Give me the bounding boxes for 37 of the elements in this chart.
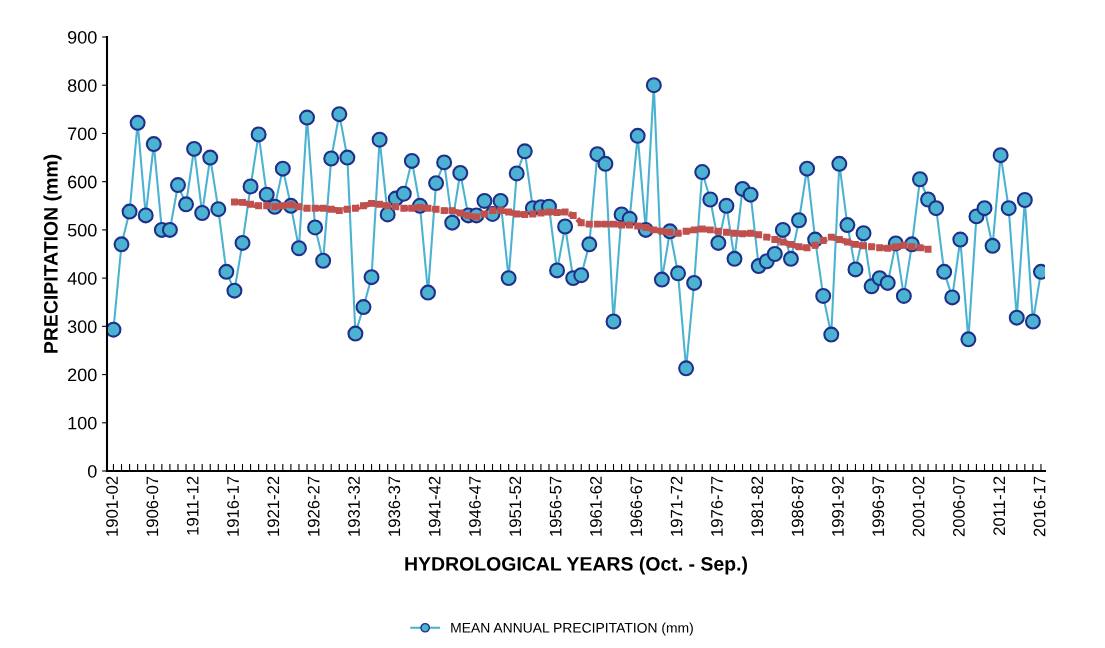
y-tick-label: 600 bbox=[68, 175, 97, 189]
x-tick-label: 1946-47 bbox=[469, 476, 481, 536]
y-tick-label: 300 bbox=[67, 320, 97, 334]
y-tick-label: 700 bbox=[68, 127, 97, 141]
x-tick-label: 1906-07 bbox=[146, 476, 159, 536]
x-tick-label: 1916-17 bbox=[227, 476, 239, 536]
x-tick-label: 1951-52 bbox=[509, 476, 522, 536]
x-tick-label: 1976-77 bbox=[711, 476, 723, 536]
y-tick-label: 200 bbox=[68, 368, 97, 382]
x-tick-label: 2011-12 bbox=[993, 476, 1006, 535]
x-tick-label: 2016-17 bbox=[1033, 476, 1046, 537]
x-tick-label: 1971-72 bbox=[670, 476, 683, 536]
y-tick-label: 900 bbox=[68, 30, 97, 44]
y-tick-label: 100 bbox=[68, 416, 97, 430]
x-tick-label: 1936-37 bbox=[388, 476, 401, 536]
x-tick-label: 1911-12 bbox=[186, 476, 199, 535]
y-tick-label: 400 bbox=[67, 272, 97, 285]
x-tick-label: 1921-22 bbox=[267, 476, 280, 536]
x-tick-label: 1941-42 bbox=[428, 476, 441, 536]
y-tick-label: 500 bbox=[67, 223, 97, 237]
x-tick-label: 2001-02 bbox=[912, 476, 925, 537]
x-tick-label: 1991-92 bbox=[832, 476, 844, 536]
x-tick-label: 2006-07 bbox=[952, 476, 965, 537]
legend-label: MEAN ANNUAL PRECIPITATION (mm) bbox=[451, 622, 693, 636]
x-tick-label: 1931-32 bbox=[348, 476, 360, 536]
x-tick-label: 1966-67 bbox=[630, 476, 643, 536]
x-tick-label: 1926-27 bbox=[307, 476, 320, 536]
x-tick-label: 1996-97 bbox=[872, 476, 885, 536]
x-tick-label: 1901-02 bbox=[106, 476, 118, 536]
y-tick-label: 0 bbox=[87, 464, 97, 478]
y-axis-title: PRECIPITATION (mm) bbox=[43, 154, 62, 353]
y-tick-label: 800 bbox=[67, 79, 97, 92]
x-tick-label: 1956-57 bbox=[549, 476, 562, 536]
x-axis-title: HYDROLOGICAL YEARS (Oct. - Sep.) bbox=[405, 556, 747, 575]
x-tick-label: 1961-62 bbox=[590, 476, 602, 536]
x-tick-label: 1986-87 bbox=[791, 476, 804, 536]
x-tick-label: 1981-82 bbox=[751, 476, 764, 536]
